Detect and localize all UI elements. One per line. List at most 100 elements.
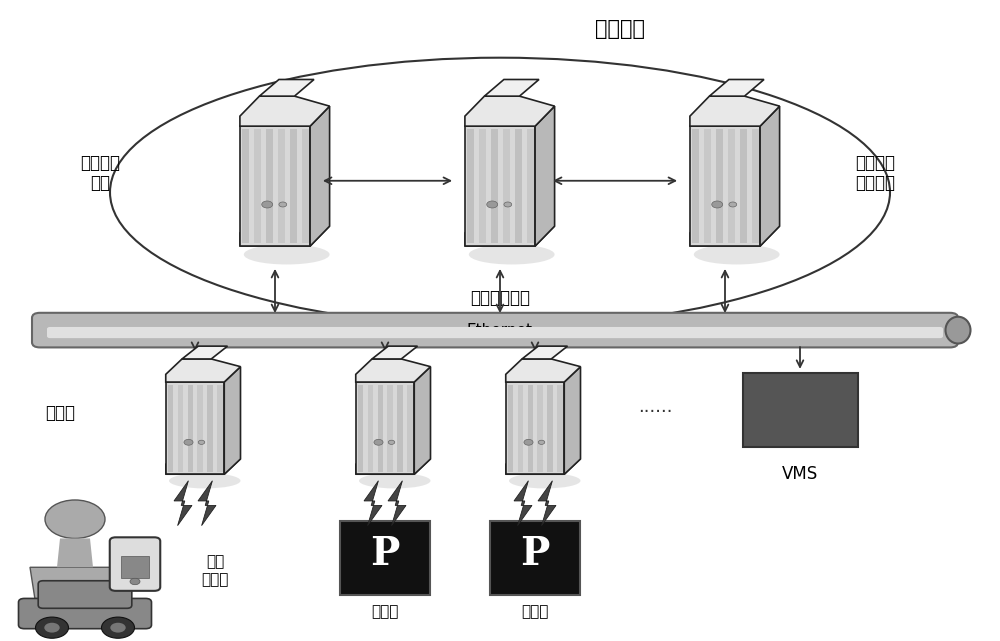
Text: 车位资源
管理中心: 车位资源 管理中心 bbox=[855, 154, 895, 192]
Polygon shape bbox=[302, 129, 309, 243]
Polygon shape bbox=[166, 451, 240, 474]
Polygon shape bbox=[254, 129, 261, 243]
Polygon shape bbox=[198, 481, 216, 526]
Polygon shape bbox=[240, 216, 330, 246]
Circle shape bbox=[712, 201, 723, 208]
Polygon shape bbox=[728, 129, 735, 243]
Polygon shape bbox=[30, 567, 120, 612]
Circle shape bbox=[130, 578, 140, 585]
Polygon shape bbox=[178, 385, 183, 472]
Polygon shape bbox=[465, 126, 535, 246]
Polygon shape bbox=[692, 129, 699, 243]
Polygon shape bbox=[709, 79, 764, 96]
Polygon shape bbox=[217, 385, 223, 472]
Polygon shape bbox=[690, 96, 780, 126]
Polygon shape bbox=[310, 106, 330, 246]
Polygon shape bbox=[224, 367, 240, 474]
Ellipse shape bbox=[244, 244, 330, 265]
Circle shape bbox=[184, 439, 193, 445]
Circle shape bbox=[487, 201, 498, 208]
Polygon shape bbox=[752, 129, 759, 243]
Text: Ethernet: Ethernet bbox=[467, 322, 533, 338]
Polygon shape bbox=[760, 106, 780, 246]
Polygon shape bbox=[465, 96, 555, 126]
Polygon shape bbox=[182, 346, 228, 359]
Polygon shape bbox=[503, 129, 510, 243]
FancyBboxPatch shape bbox=[47, 327, 943, 338]
Text: 请求管理
中心: 请求管理 中心 bbox=[80, 154, 120, 192]
Polygon shape bbox=[290, 129, 297, 243]
Polygon shape bbox=[522, 346, 568, 359]
Polygon shape bbox=[166, 359, 240, 382]
Polygon shape bbox=[557, 385, 563, 472]
FancyBboxPatch shape bbox=[19, 599, 152, 629]
Circle shape bbox=[524, 439, 533, 445]
Text: 服务器: 服务器 bbox=[45, 404, 75, 422]
Ellipse shape bbox=[169, 473, 241, 488]
Polygon shape bbox=[358, 385, 363, 472]
FancyBboxPatch shape bbox=[110, 537, 160, 591]
Ellipse shape bbox=[359, 473, 430, 488]
Polygon shape bbox=[467, 129, 474, 243]
Polygon shape bbox=[740, 129, 747, 243]
Polygon shape bbox=[364, 481, 382, 526]
Polygon shape bbox=[508, 385, 513, 472]
Circle shape bbox=[36, 617, 68, 638]
Polygon shape bbox=[506, 451, 580, 474]
Polygon shape bbox=[407, 385, 413, 472]
Circle shape bbox=[504, 202, 512, 207]
Polygon shape bbox=[518, 385, 523, 472]
Text: 标志: 标志 bbox=[788, 400, 812, 420]
Polygon shape bbox=[535, 106, 555, 246]
Polygon shape bbox=[378, 385, 383, 472]
Polygon shape bbox=[690, 126, 760, 246]
FancyBboxPatch shape bbox=[121, 556, 149, 578]
Polygon shape bbox=[57, 538, 93, 567]
Circle shape bbox=[729, 202, 737, 207]
Polygon shape bbox=[479, 129, 486, 243]
Text: P: P bbox=[520, 535, 550, 574]
Polygon shape bbox=[465, 216, 555, 246]
Polygon shape bbox=[716, 129, 723, 243]
Polygon shape bbox=[506, 359, 580, 382]
Polygon shape bbox=[491, 129, 498, 243]
Polygon shape bbox=[564, 367, 580, 474]
Polygon shape bbox=[547, 385, 553, 472]
Circle shape bbox=[262, 201, 273, 208]
Polygon shape bbox=[514, 481, 532, 526]
Polygon shape bbox=[490, 520, 580, 595]
Text: 手机
客户端: 手机 客户端 bbox=[201, 554, 229, 587]
Polygon shape bbox=[340, 520, 430, 595]
FancyBboxPatch shape bbox=[38, 581, 132, 608]
Polygon shape bbox=[528, 385, 533, 472]
Polygon shape bbox=[278, 129, 285, 243]
Polygon shape bbox=[240, 126, 310, 246]
Polygon shape bbox=[166, 382, 224, 474]
Circle shape bbox=[388, 440, 395, 444]
Polygon shape bbox=[356, 359, 430, 382]
Polygon shape bbox=[188, 385, 193, 472]
Polygon shape bbox=[690, 216, 780, 246]
Polygon shape bbox=[742, 373, 858, 447]
Polygon shape bbox=[484, 79, 539, 96]
Circle shape bbox=[110, 623, 126, 633]
Polygon shape bbox=[240, 96, 330, 126]
Polygon shape bbox=[356, 451, 430, 474]
Text: VMS: VMS bbox=[782, 465, 818, 483]
Text: 管理中心: 管理中心 bbox=[595, 19, 645, 39]
Ellipse shape bbox=[946, 317, 970, 344]
Polygon shape bbox=[704, 129, 711, 243]
Polygon shape bbox=[388, 481, 406, 526]
Text: 车位分配中心: 车位分配中心 bbox=[470, 289, 530, 307]
Polygon shape bbox=[527, 129, 534, 243]
Circle shape bbox=[45, 500, 105, 538]
Circle shape bbox=[538, 440, 545, 444]
Circle shape bbox=[198, 440, 205, 444]
Polygon shape bbox=[372, 346, 418, 359]
Polygon shape bbox=[414, 367, 430, 474]
Polygon shape bbox=[387, 385, 393, 472]
Ellipse shape bbox=[694, 244, 780, 265]
Polygon shape bbox=[259, 79, 314, 96]
Circle shape bbox=[374, 439, 383, 445]
Text: ......: ...... bbox=[638, 398, 672, 416]
